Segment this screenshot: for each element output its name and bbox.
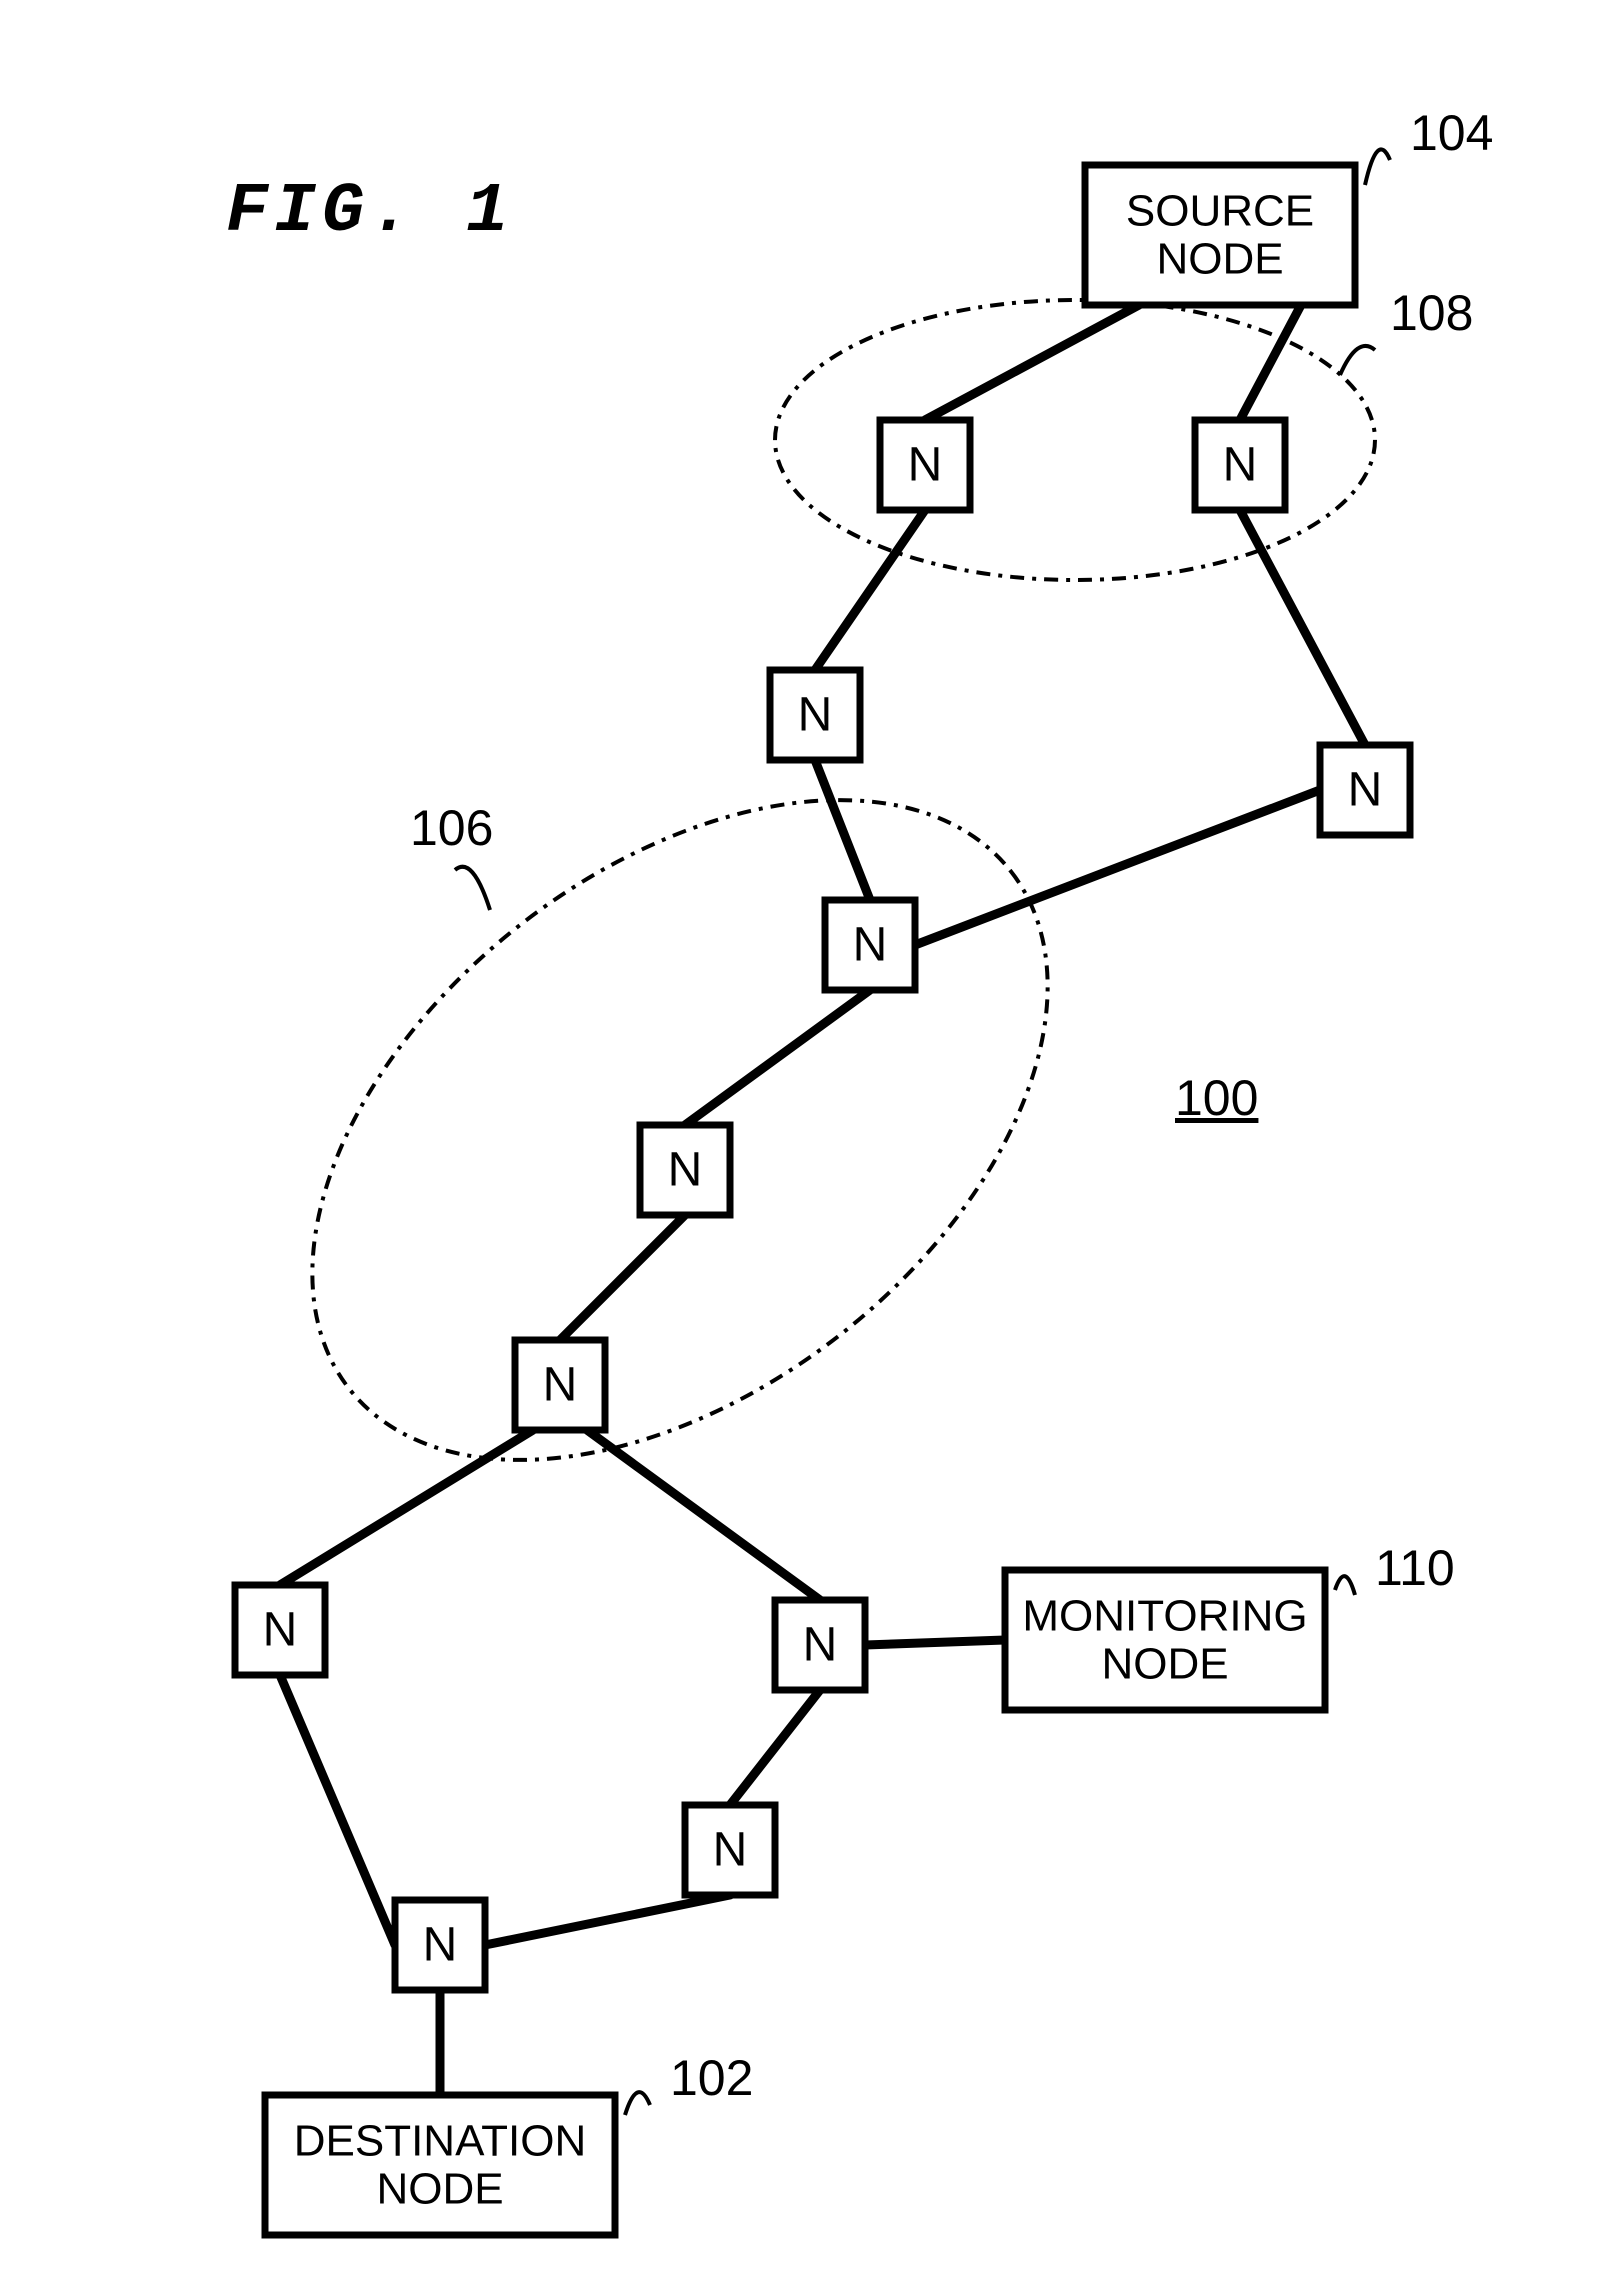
node-label: N (803, 1619, 838, 1672)
node-label: N (668, 1144, 703, 1197)
node-n11: N (395, 1900, 485, 1990)
ref-number: 102 (670, 2050, 753, 2106)
ref-leader (1365, 149, 1390, 185)
edge (865, 1640, 1005, 1645)
node-n2: N (1195, 420, 1285, 510)
node-label: N (908, 439, 943, 492)
edge (730, 1690, 820, 1805)
edge (485, 1895, 730, 1945)
node-label: N (713, 1824, 748, 1877)
nodes-group: SOURCENODE104NNNNNNNNNNNMONITORINGNODE11… (235, 105, 1493, 2235)
ref-number: 108 (1390, 285, 1473, 341)
ref-number: 106 (410, 800, 493, 856)
diagram-number: 100 (1175, 1070, 1258, 1126)
node-label: DESTINATION (294, 2116, 587, 2165)
edge (915, 790, 1320, 945)
node-n8: N (235, 1585, 325, 1675)
edge (1240, 305, 1301, 420)
node-n7: N (515, 1340, 605, 1430)
node-label: NODE (1101, 1640, 1228, 1689)
node-label: N (543, 1359, 578, 1412)
node-label: N (423, 1919, 458, 1972)
node-label: SOURCE (1126, 186, 1314, 235)
node-n9: N (775, 1600, 865, 1690)
edge (587, 1430, 820, 1600)
edge (815, 510, 925, 670)
node-dest: DESTINATIONNODE 102 (265, 2050, 753, 2235)
ref-number: 104 (1410, 105, 1493, 161)
node-n3: N (770, 670, 860, 760)
node-n6: N (640, 1125, 730, 1215)
node-n1: N (880, 420, 970, 510)
edge (685, 990, 870, 1125)
edges-group (280, 305, 1365, 2095)
edge (560, 1215, 685, 1340)
node-label: N (1348, 764, 1383, 817)
node-label: NODE (1156, 235, 1283, 284)
node-label: N (853, 919, 888, 972)
ref-leader (1335, 1576, 1355, 1595)
edge (925, 305, 1139, 420)
edge (815, 760, 870, 900)
node-source: SOURCENODE 104 (1085, 105, 1493, 305)
network-diagram: 108106SOURCENODE104NNNNNNNNNNNMONITORING… (0, 0, 1616, 2291)
edge (1240, 510, 1365, 745)
node-label: N (1223, 439, 1258, 492)
node-n4: N (1320, 745, 1410, 835)
node-label: MONITORING (1022, 1591, 1307, 1640)
ref-leader (625, 2092, 650, 2115)
node-n5: N (825, 900, 915, 990)
node-n10: N (685, 1805, 775, 1895)
edge (280, 1675, 395, 1945)
node-label: NODE (376, 2165, 503, 2214)
node-label: N (263, 1604, 298, 1657)
edge (280, 1430, 533, 1585)
ref-number: 110 (1375, 1540, 1455, 1596)
node-monitor: MONITORINGNODE 110 (1005, 1540, 1455, 1710)
node-label: N (798, 689, 833, 742)
figure-label: FIG. 1 (226, 173, 514, 252)
ref-leader (1340, 346, 1375, 375)
ref-leader (455, 867, 490, 910)
